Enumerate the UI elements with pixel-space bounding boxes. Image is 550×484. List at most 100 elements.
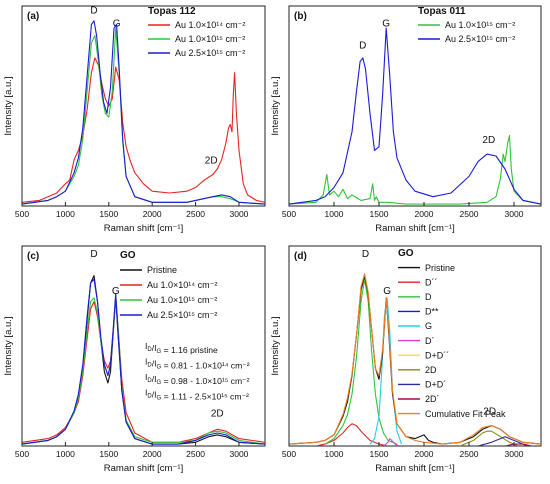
peak-label: 2D [205, 155, 218, 166]
legend-entry: Au 1.0×10¹⁴ cm⁻² [175, 20, 245, 30]
ratio-note: ID/IG = 0.81 - 1.0×10¹⁴ cm⁻² [145, 357, 250, 371]
ratio-note: ID/IG = 0.98 - 1.0×10¹⁵ cm⁻² [145, 372, 250, 386]
x-tick-label: 1500 [370, 209, 389, 219]
series-group [289, 27, 541, 205]
x-tick-label: 3000 [505, 209, 524, 219]
legend-title: GO [120, 250, 136, 261]
legend-entry: 2D [425, 365, 437, 375]
x-tick-label: 1500 [99, 449, 118, 459]
legend-entry: D+D´ [425, 380, 446, 390]
x-axis-label: Raman shift [cm⁻¹] [375, 223, 454, 234]
y-axis-label: Intensity [a.u.] [3, 76, 14, 135]
legend-entry: Au 2.5×10¹⁵ cm⁻² [175, 48, 245, 58]
series-line-5 [477, 436, 528, 446]
legend-entry: Au 1.0×10¹⁵ cm⁻² [147, 295, 217, 305]
series-line-1 [289, 27, 541, 205]
x-tick-label: 3000 [505, 449, 524, 459]
plot-frame [21, 5, 266, 207]
panel-a: 500 1000 1500 2000 2500 3000 Raman shift [cm⁻¹… [3, 5, 266, 234]
legend-entry: Au 1.0×10¹⁴ cm⁻² [147, 280, 217, 290]
series-line-3 [22, 278, 265, 445]
x-tick-label: 2000 [143, 209, 162, 219]
legend-entry: D´ [425, 336, 435, 346]
series-line-3 [383, 438, 400, 446]
x-tick-label: 1000 [325, 209, 344, 219]
x-tick-label: 2500 [460, 209, 479, 219]
peak-label: G [383, 286, 391, 297]
legend-entry: D+D´´ [425, 350, 449, 360]
y-axis-label: Intensity [a.u.] [270, 316, 281, 375]
x-tick-label: 1000 [325, 449, 344, 459]
series-line-2 [22, 20, 265, 205]
panel-b: 500 1000 1500 2000 2500 3000 Raman shift [cm⁻¹… [270, 5, 542, 234]
x-tick-label: 2000 [143, 449, 162, 459]
legend-entry: D [425, 292, 432, 302]
x-tick-label: 3000 [230, 449, 249, 459]
legend-entry: Pristine [147, 265, 177, 275]
peak-label: D [362, 249, 369, 260]
series-line-8 [289, 273, 541, 445]
x-tick-label: 500 [15, 449, 29, 459]
x-tick-label: 1500 [99, 209, 118, 219]
series-line-0 [22, 57, 265, 203]
plot-frame [288, 5, 542, 207]
x-tick-label: 500 [282, 209, 296, 219]
x-tick-label: 1000 [56, 209, 75, 219]
legend-entry: D´´ [425, 277, 438, 287]
peak-label: 2D [483, 407, 496, 418]
x-tick-label: 3000 [230, 209, 249, 219]
x-tick-label: 1500 [370, 449, 389, 459]
ratio-note: ID/IG = 1.16 pristine [145, 341, 218, 355]
series-group [22, 275, 265, 445]
x-tick-label: 1000 [56, 449, 75, 459]
peak-label: 2D [482, 135, 495, 146]
x-tick-label: 2500 [460, 449, 479, 459]
legend-entry: Au 1.0×10¹⁵ cm⁻² [445, 20, 515, 30]
y-axis-label: Intensity [a.u.] [3, 316, 14, 375]
panel-label: (d) [294, 251, 307, 262]
x-tick-label: 500 [15, 209, 29, 219]
ratio-note: ID/IG = 1.11 - 2.5×10¹⁵ cm⁻² [145, 388, 249, 402]
y-axis-label: Intensity [a.u.] [270, 76, 281, 135]
series-line-0 [289, 135, 541, 205]
series-line-6 [504, 443, 533, 446]
legend-entry: Au 2.5×10¹⁵ cm⁻² [147, 310, 217, 320]
panel-label: (b) [294, 11, 307, 22]
legend-entry: 2D´ [425, 394, 440, 404]
x-axis-label: Raman shift [cm⁻¹] [104, 463, 183, 474]
peak-label: D [90, 249, 97, 260]
x-axis-label: Raman shift [cm⁻¹] [375, 463, 454, 474]
peak-label: G [112, 286, 120, 297]
legend-entry: D** [425, 307, 439, 317]
plot-frame [288, 245, 542, 447]
legend-title: Topas 112 [148, 6, 196, 17]
legend-title: GO [398, 248, 414, 259]
x-tick-label: 2500 [186, 449, 205, 459]
peak-label: G [382, 18, 390, 29]
x-tick-label: 2000 [415, 209, 434, 219]
series-line-4 [459, 430, 519, 446]
panel-label: (a) [27, 11, 39, 22]
peak-label: D [359, 41, 366, 52]
legend-entry: Au 1.0×10¹⁵ cm⁻² [175, 34, 245, 44]
panel-c: 500 1000 1500 2000 2500 3000 Raman shift [cm⁻¹… [3, 245, 266, 474]
peak-label: 2D [211, 408, 224, 419]
series-group [289, 273, 541, 446]
x-tick-label: 500 [282, 449, 296, 459]
x-tick-label: 2000 [415, 449, 434, 459]
panel-label: (c) [27, 251, 39, 262]
legend-entry: Cumulative Fit Peak [425, 409, 506, 419]
series-line-1 [324, 278, 398, 445]
x-tick-label: 2500 [186, 209, 205, 219]
legend-title: Topas 011 [418, 6, 466, 17]
legend-entry: Pristine [425, 263, 455, 273]
series-group [22, 20, 265, 205]
series-line-0 [315, 423, 389, 446]
legend-entry: Au 2.5×10¹⁵ cm⁻² [445, 34, 515, 44]
x-axis-label: Raman shift [cm⁻¹] [104, 223, 183, 234]
peak-label: G [113, 18, 121, 29]
series-line-7 [289, 275, 541, 445]
plot-frame [21, 245, 266, 447]
legend-entry: G [425, 321, 432, 331]
